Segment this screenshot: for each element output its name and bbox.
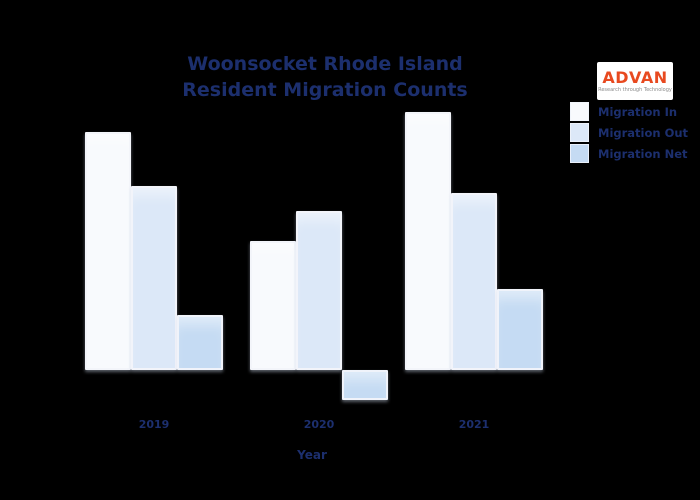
x-tick-label: 2019: [138, 418, 170, 431]
bar-migration-in-2020: [250, 241, 296, 370]
advan-logo-text: ADVAN: [602, 67, 668, 87]
legend-swatch-migration-out: [570, 123, 589, 142]
x-tick-label: 2020: [303, 418, 335, 431]
bar-migration-in-2019: [85, 132, 131, 370]
chart-title: Woonsocket Rhode Island Resident Migrati…: [0, 52, 650, 103]
bar-migration-out-2019: [131, 186, 177, 370]
legend-item-migration-out: Migration Out: [570, 123, 688, 142]
x-axis-title: Year: [297, 448, 327, 462]
advan-logo-tagline: Research through Technology: [598, 86, 672, 93]
bar-migration-net-2019: [177, 315, 223, 370]
chart-title-line1: Woonsocket Rhode Island: [187, 53, 463, 75]
bar-migration-out-2021: [451, 193, 497, 370]
legend-item-migration-net: Migration Net: [570, 144, 688, 163]
x-tick-label: 2021: [458, 418, 490, 431]
bar-migration-net-2020: [342, 370, 388, 400]
legend-item-migration-in: Migration In: [570, 102, 688, 121]
bar-migration-out-2020: [296, 211, 342, 370]
legend-label: Migration Net: [598, 146, 688, 161]
legend-label: Migration In: [598, 104, 678, 119]
chart-title-line2: Resident Migration Counts: [182, 78, 468, 101]
bar-migration-in-2021: [405, 112, 451, 370]
legend: Migration In Migration Out Migration Net: [570, 102, 688, 163]
advan-logo: ADVAN Research through Technology: [597, 62, 673, 100]
bar-migration-net-2021: [497, 289, 543, 370]
legend-swatch-migration-net: [570, 144, 589, 163]
legend-swatch-migration-in: [570, 102, 589, 121]
legend-label: Migration Out: [598, 125, 689, 140]
